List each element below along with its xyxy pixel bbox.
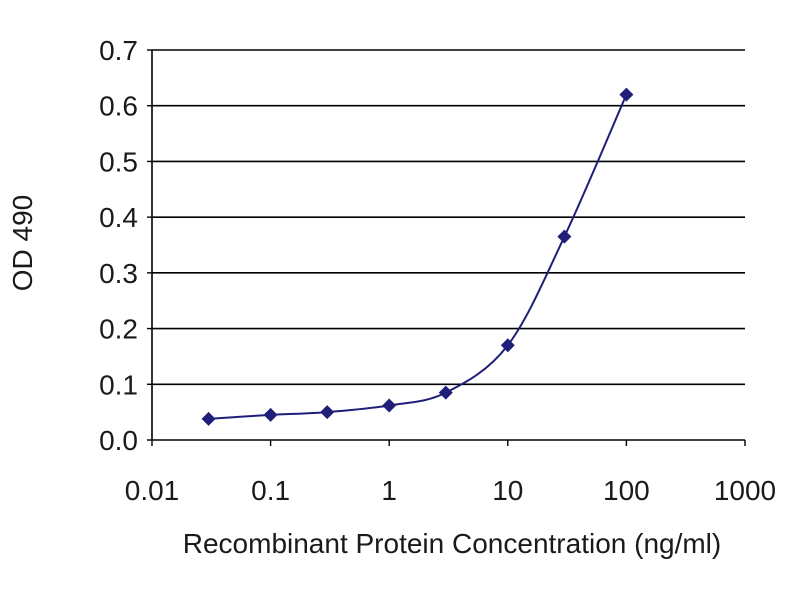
y-tick-label-6: 0.6: [99, 91, 138, 122]
series: [201, 87, 634, 426]
data-point-4: [438, 385, 453, 400]
data-point-6: [557, 229, 572, 244]
y-tick-label-0: 0.0: [99, 425, 138, 456]
x-tick-labels: 0.01 0.1 1 10 100 1000: [125, 475, 776, 506]
x-tick-label-5: 1000: [714, 475, 776, 506]
data-point-0: [201, 411, 216, 426]
data-point-2: [320, 405, 335, 420]
x-tick-label-3: 10: [492, 475, 523, 506]
series-line-0: [208, 94, 628, 420]
y-tick-label-5: 0.5: [99, 146, 138, 177]
x-tick-label-1: 0.1: [251, 475, 290, 506]
x-tick-label-2: 1: [381, 475, 397, 506]
x-tick-label-4: 100: [603, 475, 650, 506]
data-point-3: [382, 398, 397, 413]
y-axis-label: OD 490: [7, 195, 38, 292]
y-tick-label-7: 0.7: [99, 35, 138, 66]
data-point-5: [500, 338, 515, 353]
x-axis-label: Recombinant Protein Concentration (ng/ml…: [183, 528, 721, 559]
y-tick-label-3: 0.3: [99, 258, 138, 289]
plot-frame: [147, 49, 746, 446]
y-tick-label-2: 0.2: [99, 314, 138, 345]
y-tick-labels: 0.0 0.1 0.2 0.3 0.4 0.5 0.6 0.7: [99, 35, 138, 456]
gridlines: [152, 49, 745, 386]
y-tick-label-4: 0.4: [99, 202, 138, 233]
x-tick-label-0: 0.01: [125, 475, 180, 506]
data-point-1: [263, 407, 278, 422]
y-tick-label-1: 0.1: [99, 369, 138, 400]
data-point-7: [619, 87, 634, 102]
